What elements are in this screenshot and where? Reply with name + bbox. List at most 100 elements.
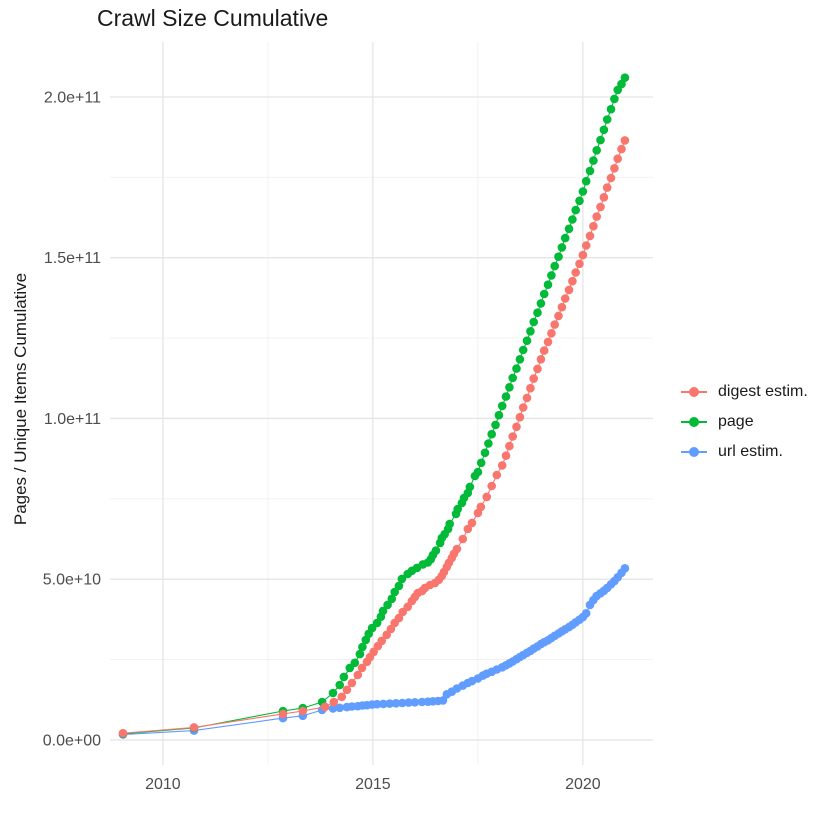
data-point	[526, 383, 535, 393]
data-point	[347, 678, 357, 688]
data-point	[335, 680, 345, 690]
data-point	[554, 252, 563, 261]
data-point	[543, 337, 553, 347]
data-point	[589, 221, 598, 231]
data-point	[320, 702, 330, 712]
data-point	[515, 355, 525, 364]
chart-title: Crawl Size Cumulative	[97, 5, 329, 31]
data-point	[585, 231, 595, 241]
data-point	[560, 294, 570, 303]
data-point	[453, 504, 463, 514]
data-point	[533, 308, 542, 318]
data-point	[518, 403, 528, 412]
data-point	[358, 642, 367, 652]
data-point	[487, 429, 497, 439]
data-point	[599, 125, 609, 135]
data-point	[536, 299, 546, 308]
data-point	[118, 728, 128, 738]
data-point	[476, 458, 486, 468]
data-point	[501, 451, 511, 461]
data-point	[610, 94, 619, 104]
data-point	[329, 697, 339, 707]
data-point	[505, 441, 514, 451]
data-point	[410, 698, 420, 707]
legend-key-url-icon	[681, 447, 707, 457]
data-point	[571, 268, 580, 277]
data-point	[480, 448, 490, 458]
data-point	[518, 345, 528, 355]
data-point	[560, 233, 570, 243]
data-point	[557, 243, 567, 252]
data-point	[606, 104, 616, 114]
data-point	[465, 482, 475, 492]
data-point	[571, 205, 580, 215]
data-point	[467, 518, 477, 528]
data-point	[620, 136, 630, 145]
data-point	[494, 410, 504, 420]
series-page	[118, 73, 630, 739]
data-point	[342, 685, 352, 695]
data-point	[568, 215, 577, 224]
data-point	[610, 164, 619, 173]
data-point	[452, 544, 462, 554]
legend-item-page: page	[681, 407, 808, 437]
x-tick-label: 2020	[565, 776, 601, 793]
y-tick-label: 1.5e+11	[44, 250, 101, 267]
data-point	[298, 706, 308, 716]
data-point	[387, 594, 397, 604]
data-point	[581, 241, 591, 250]
data-point	[592, 146, 601, 155]
data-point	[379, 699, 388, 709]
data-point	[350, 658, 360, 668]
legend-key-digest-icon	[681, 387, 707, 397]
legend-label-digest: digest estim.	[718, 383, 808, 400]
data-point	[482, 492, 492, 502]
data-point	[473, 467, 483, 477]
data-point	[505, 383, 514, 392]
data-point	[355, 649, 365, 659]
data-point	[617, 79, 626, 89]
y-tick-label: 2.0e+11	[44, 89, 101, 106]
data-point	[589, 156, 598, 165]
legend-item-digest: digest estim.	[681, 377, 808, 407]
data-point	[543, 280, 553, 290]
data-point	[596, 135, 605, 145]
data-point	[564, 224, 574, 234]
data-point	[585, 166, 595, 176]
data-point	[458, 534, 468, 544]
data-point	[526, 327, 535, 336]
data-point	[512, 364, 521, 373]
data-point	[445, 519, 455, 529]
data-point	[554, 311, 563, 321]
data-point	[508, 373, 517, 383]
data-point	[568, 276, 577, 286]
data-point	[431, 546, 441, 555]
data-point	[357, 663, 367, 673]
data-point	[335, 703, 345, 713]
data-point	[620, 73, 630, 82]
data-point	[547, 329, 556, 338]
legend-key-page-icon	[681, 417, 707, 427]
data-point	[515, 412, 525, 422]
data-point	[581, 609, 591, 618]
data-point	[377, 636, 387, 646]
data-point	[487, 481, 497, 491]
y-tick-label: 5.0e+10	[43, 572, 101, 589]
data-point	[463, 524, 473, 534]
data-point	[508, 432, 517, 441]
x-tick-label: 2015	[355, 776, 391, 793]
data-point	[620, 564, 630, 573]
data-point	[497, 401, 507, 411]
data-point	[189, 723, 199, 732]
data-point	[547, 271, 556, 280]
data-point	[578, 187, 588, 196]
data-point	[404, 698, 413, 707]
data-point	[557, 302, 567, 312]
data-point	[522, 336, 532, 346]
data-point	[550, 261, 559, 271]
data-point	[491, 420, 500, 430]
data-point	[390, 587, 400, 597]
data-point	[339, 672, 349, 682]
data-point	[613, 154, 622, 163]
